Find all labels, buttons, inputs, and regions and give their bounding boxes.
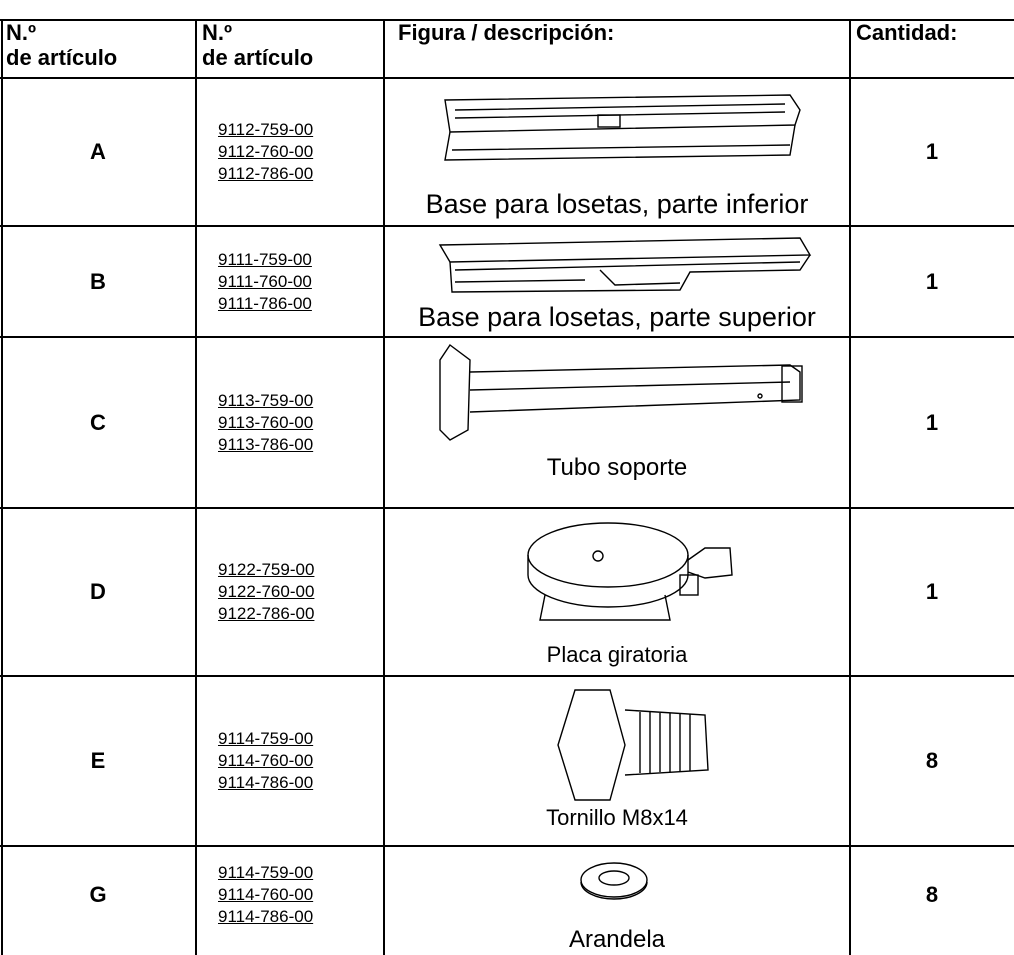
description: Base para losetas, parte superior <box>418 301 816 332</box>
part-code: 9114-759-00 <box>218 729 314 748</box>
header-text: N.º <box>202 20 233 45</box>
code-list: 9114-759-00 9114-760-00 9114-786-00 <box>218 862 313 928</box>
description: Placa giratoria <box>546 641 688 667</box>
header-cell: Cantidad: <box>856 20 1012 45</box>
quantity: 8 <box>925 748 939 773</box>
quantity: 1 <box>925 409 939 435</box>
row-border <box>0 19 1014 21</box>
bolt <box>557 689 709 801</box>
washer <box>580 862 648 900</box>
quantity: 1 <box>925 579 939 604</box>
part-code: 9114-786-00 <box>218 907 314 926</box>
part-code: 9113-759-00 <box>218 390 314 410</box>
part-code: 9111-760-00 <box>218 271 312 291</box>
code-list: 9114-759-00 9114-760-00 9114-786-00 <box>218 728 313 794</box>
part-code: 9122-786-00 <box>218 604 315 623</box>
item-letter: E <box>90 748 106 773</box>
header-text: de artículo <box>6 45 118 70</box>
row-border <box>0 336 1014 338</box>
item-letter: C <box>90 409 106 435</box>
item-letter: D <box>90 579 106 604</box>
header-cell: N.º de artículo <box>202 20 382 70</box>
part-code: 9113-760-00 <box>218 412 314 432</box>
code-list: 9112-759-00 9112-760-00 9112-786-00 <box>218 119 313 185</box>
header-text: Cantidad: <box>856 20 958 45</box>
header-text: N.º <box>6 20 37 45</box>
rail-upper <box>438 237 812 293</box>
row-border <box>0 845 1014 847</box>
row-border <box>0 225 1014 227</box>
description: Tubo soporte <box>546 453 688 481</box>
code-list: 9122-759-00 9122-760-00 9122-786-00 <box>218 559 314 625</box>
part-code: 9114-786-00 <box>218 773 314 792</box>
column-border <box>383 20 385 955</box>
code-list: 9113-759-00 9113-760-00 9113-786-00 <box>218 390 313 456</box>
rail-lower <box>444 94 801 161</box>
quantity: 1 <box>925 139 939 164</box>
part-code: 9122-759-00 <box>218 560 315 579</box>
header-text: Figura / descripción: <box>398 20 615 45</box>
quantity: 1 <box>925 268 939 294</box>
description: Base para losetas, parte inferior <box>425 188 809 219</box>
row-border <box>0 507 1014 509</box>
description: Tornillo M8x14 <box>546 804 688 830</box>
part-code: 9114-760-00 <box>218 751 314 770</box>
item-letter: A <box>90 139 106 164</box>
part-code: 9113-786-00 <box>218 434 314 454</box>
column-border <box>849 20 851 955</box>
support-tube <box>439 343 803 441</box>
part-code: 9112-760-00 <box>218 142 314 161</box>
row-border <box>0 77 1014 79</box>
column-border <box>195 20 197 955</box>
part-code: 9122-760-00 <box>218 582 315 601</box>
item-letter: G <box>89 882 107 907</box>
part-code: 9114-759-00 <box>218 863 314 882</box>
header-cell: Figura / descripción: <box>398 20 856 45</box>
part-code: 9111-786-00 <box>218 293 312 313</box>
row-border <box>0 675 1014 677</box>
part-code: 9114-760-00 <box>218 885 314 904</box>
column-border <box>1 20 3 955</box>
code-list: 9111-759-00 9111-760-00 9111-786-00 <box>218 249 312 315</box>
part-code: 9112-759-00 <box>218 120 314 139</box>
header-text: de artículo <box>202 45 314 70</box>
description: Arandela <box>568 925 666 953</box>
quantity: 8 <box>925 882 939 907</box>
part-code: 9111-759-00 <box>218 249 312 269</box>
item-letter: B <box>90 268 106 294</box>
header-cell: N.º de artículo <box>6 20 194 70</box>
part-code: 9112-786-00 <box>218 164 314 183</box>
turntable <box>527 522 733 621</box>
